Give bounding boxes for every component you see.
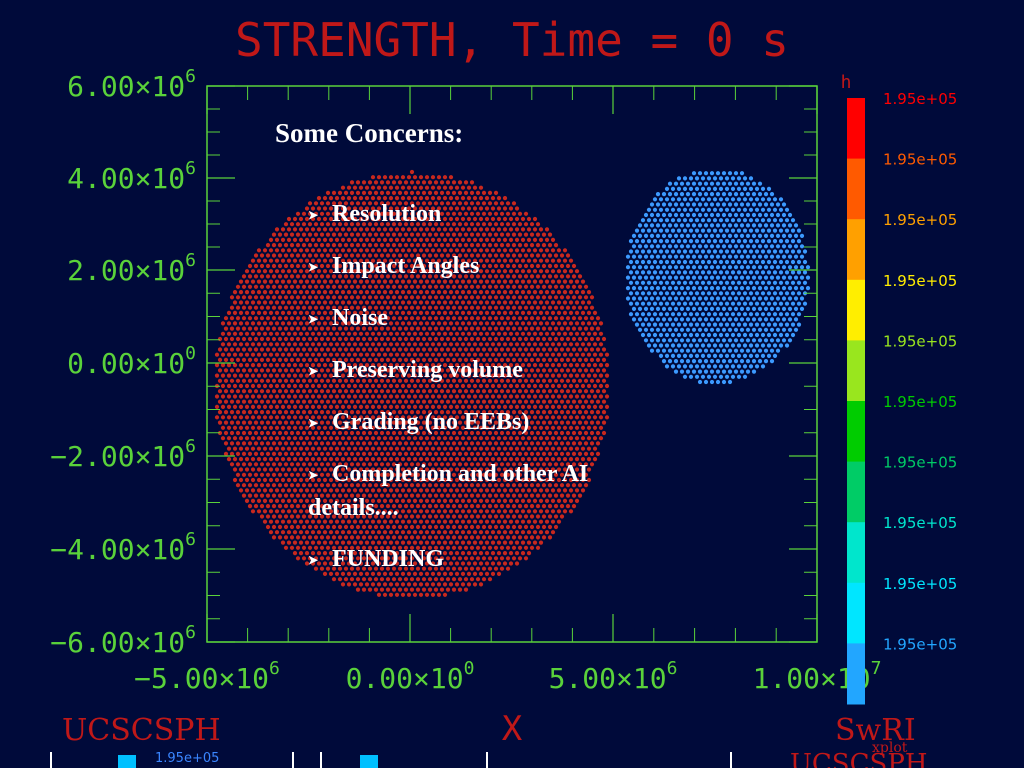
colorbar-label: 1.95e+05	[883, 151, 957, 169]
concern-item: ➤ FUNDING	[308, 543, 608, 577]
concern-item: ➤ Resolution	[308, 198, 608, 232]
x-tick-labels: −5.00×106 0.00×100 5.00×106 1.00×107	[134, 658, 881, 695]
concern-text: Resolution	[332, 201, 442, 227]
arrow-bullet-icon: ➤	[308, 259, 319, 274]
footer-left: UCSCSPH	[62, 713, 221, 748]
colorbar-label: 1.95e+05	[883, 332, 957, 350]
axis-ticks	[206, 85, 818, 643]
colorbar-label: 1.95e+05	[883, 514, 957, 532]
colorbar	[847, 98, 865, 705]
concern-item: ➤ Grading (no EEBs)	[308, 406, 608, 440]
concern-item: ➤ Impact Angles	[308, 250, 608, 284]
x-axis-label: X	[502, 709, 523, 749]
bottom-strip-label: 1.95e+05	[155, 751, 219, 766]
colorbar-segment	[847, 158, 865, 220]
concern-item: ➤ Preserving volume	[308, 354, 608, 388]
x-tick-label: −5.00×106	[134, 658, 280, 695]
colorbar-segment	[847, 98, 865, 160]
colorbar-segment	[847, 522, 865, 584]
y-tick-label: 4.00×106	[67, 158, 196, 195]
concern-text: FUNDING	[332, 545, 444, 572]
bottom-strip-right: UCSCSPH	[790, 749, 928, 768]
concern-text: Grading (no EEBs)	[332, 408, 530, 435]
colorbar-segment	[847, 461, 865, 523]
concern-item: ➤ Completion and other AI details....	[308, 458, 608, 525]
bottom-strip: 1.95e+05 UCSCSPH	[50, 749, 928, 768]
concerns-title: Some Concerns:	[275, 118, 464, 148]
y-tick-labels: 6.00×106 4.00×106 2.00×106 0.00×100 −2.00×10…	[50, 66, 196, 659]
y-tick-label: −2.00×106	[50, 436, 196, 473]
concern-text: Impact Angles	[332, 252, 480, 279]
arrow-bullet-icon: ➤	[308, 207, 319, 222]
arrow-bullet-icon: ➤	[308, 552, 319, 567]
blue-particle-body	[625, 171, 811, 385]
arrow-bullet-icon: ➤	[308, 311, 319, 326]
x-tick-label: 5.00×106	[549, 658, 678, 695]
concern-text: Noise	[332, 304, 388, 331]
red-particle-body	[214, 169, 610, 597]
plot-frame	[206, 85, 818, 643]
colorbar-label: 1.95e+05	[883, 211, 957, 229]
colorbar-labels: 1.95e+05 1.95e+05 1.95e+05 1.95e+05 1.95e+05…	[883, 90, 957, 653]
concerns-list: ➤ Resolution ➤ Impact Angles ➤ Noise ➤ Preservi…	[308, 198, 608, 595]
footer-right: SwRI	[835, 713, 916, 748]
colorbar-segment	[847, 219, 865, 281]
footer-tag: xplot	[872, 740, 908, 756]
colorbar-segment	[847, 582, 865, 644]
colorbar-title: h	[841, 72, 852, 93]
colorbar-label: 1.95e+05	[883, 575, 957, 593]
colorbar-label: 1.95e+05	[883, 635, 957, 653]
y-tick-label: 6.00×106	[67, 66, 196, 103]
colorbar-segment	[847, 401, 865, 463]
y-tick-label: 0.00×100	[67, 343, 196, 380]
colorbar-segment	[847, 643, 865, 705]
arrow-bullet-icon: ➤	[308, 467, 319, 482]
plot-title: STRENGTH, Time = 0 s	[235, 13, 789, 67]
y-tick-label: 2.00×106	[67, 250, 196, 287]
arrow-bullet-icon: ➤	[308, 363, 319, 378]
concern-text: Completion and other AI details....	[308, 460, 589, 521]
colorbar-label: 1.95e+05	[883, 454, 957, 472]
x-tick-label: 0.00×100	[346, 658, 475, 695]
y-tick-label: −4.00×106	[50, 529, 196, 566]
colorbar-segment	[847, 340, 865, 402]
colorbar-label: 1.95e+05	[883, 272, 957, 290]
colorbar-label: 1.95e+05	[883, 393, 957, 411]
arrow-bullet-icon: ➤	[308, 415, 319, 430]
concern-text: Preserving volume	[332, 356, 523, 383]
concern-item: ➤ Noise	[308, 302, 608, 336]
colorbar-label: 1.95e+05	[883, 90, 957, 108]
colorbar-segment	[847, 279, 865, 341]
y-tick-label: −6.00×106	[50, 622, 196, 659]
